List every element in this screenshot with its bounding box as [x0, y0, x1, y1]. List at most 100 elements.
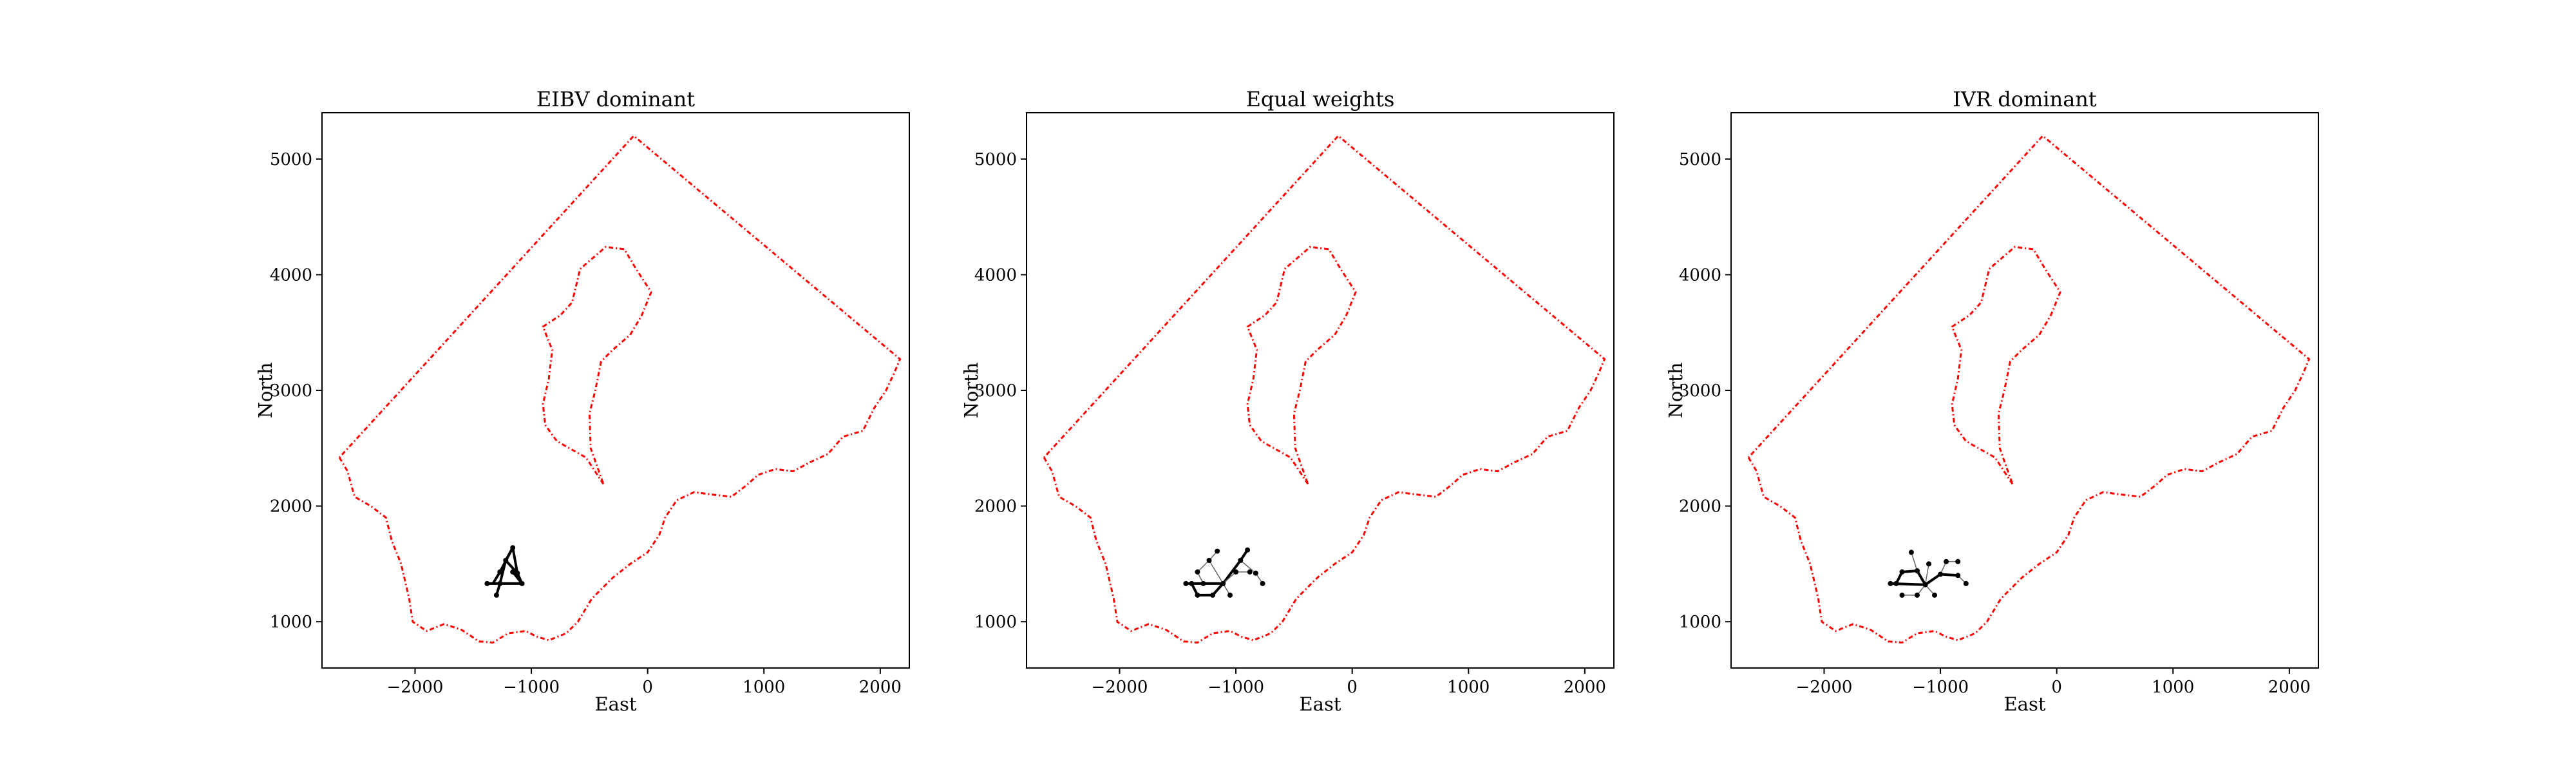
path-node [1189, 580, 1195, 586]
x-tick-label: −1000 [1208, 678, 1264, 697]
path-segment [504, 559, 519, 575]
path-node [1206, 558, 1212, 563]
axes-frame [1026, 112, 1615, 669]
y-tick-label: 2000 [974, 497, 1017, 517]
path-segment [1222, 571, 1236, 584]
path-node [1195, 569, 1200, 575]
path-node [510, 545, 516, 551]
path-segment [1211, 582, 1225, 596]
path-node [1915, 568, 1920, 574]
path-node [510, 569, 516, 575]
y-tick-label: 4000 [974, 265, 1017, 285]
path-node [1183, 580, 1189, 586]
path-node [1238, 558, 1244, 563]
path-node [515, 570, 520, 576]
path-node [497, 569, 503, 575]
path-node [1899, 569, 1905, 575]
path-node [1227, 592, 1233, 598]
y-tick-label: 3000 [1679, 381, 1721, 401]
plot-area [1747, 135, 2311, 644]
axes-frame [321, 112, 910, 669]
tick-layer: −2000 −1000 0 1000 2000 1000 2000 3000 4000 5000 [270, 150, 902, 697]
path-node [1233, 569, 1239, 575]
y-axis-label: North [254, 362, 276, 418]
path-node [1955, 558, 1961, 564]
panel-ivr-dominant: IVR dominant East North −2000 −1000 0 1000 2… [1665, 87, 2319, 715]
path-node [1195, 592, 1200, 598]
path-node [1245, 547, 1251, 553]
path-node [1260, 580, 1265, 586]
x-tick-label: 2000 [1564, 678, 1606, 697]
path-segment [1208, 560, 1224, 584]
y-axis-label: North [1665, 362, 1687, 418]
x-tick-label: 1000 [1447, 678, 1490, 697]
panel-title: EIBV dominant [536, 87, 695, 111]
axes-frame [1730, 112, 2319, 669]
x-tick-label: 0 [642, 678, 653, 697]
path-segment [1916, 569, 1927, 586]
inner-boundary [1951, 245, 2061, 485]
path-node [484, 580, 490, 586]
x-tick-label: −2000 [386, 678, 443, 697]
path-node [503, 558, 509, 563]
x-tick-label: −1000 [1912, 678, 1969, 697]
y-tick-label: 5000 [974, 150, 1017, 169]
x-tick-label: 2000 [859, 678, 902, 697]
outer-boundary [1043, 135, 1606, 644]
path-node [1893, 580, 1899, 586]
path-node [1944, 558, 1949, 564]
y-tick-label: 4000 [1679, 265, 1721, 285]
panel-equal-weights: Equal weights East North −2000 −1000 0 1000… [960, 87, 1615, 715]
path-node [1922, 582, 1928, 587]
x-axis-label: East [1300, 693, 1341, 715]
x-tick-label: 2000 [2268, 678, 2311, 697]
path-node [1210, 592, 1215, 598]
y-axis-label: North [960, 362, 982, 418]
x-tick-label: 1000 [2152, 678, 2194, 697]
x-axis-label: East [595, 693, 637, 715]
path-node [1963, 580, 1969, 586]
path-node [1908, 549, 1914, 555]
panel-eibv-dominant: EIBV dominant East North −2000 −1000 0 1000… [254, 87, 910, 715]
tick-layer: −2000 −1000 0 1000 2000 1000 2000 3000 4000 5000 [1679, 150, 2311, 697]
outer-boundary [1747, 135, 2311, 644]
x-tick-label: −1000 [503, 678, 560, 697]
path-segment [1924, 573, 1942, 586]
path-segment [1911, 551, 1918, 571]
path-node [1938, 571, 1944, 577]
plot-area [338, 135, 902, 644]
y-tick-label: 3000 [270, 381, 312, 401]
x-tick-label: 1000 [743, 678, 785, 697]
path-node [497, 580, 503, 586]
path-segment [1924, 563, 1929, 586]
path-segment [1222, 559, 1242, 585]
y-tick-label: 3000 [974, 381, 1017, 401]
x-axis-label: East [2004, 693, 2046, 715]
path-node [1899, 592, 1905, 598]
path-node [1200, 580, 1206, 586]
panel-title: IVR dominant [1953, 87, 2097, 111]
y-tick-label: 2000 [1679, 497, 1721, 517]
tick-layer: −2000 −1000 0 1000 2000 1000 2000 3000 4000 5000 [974, 150, 1606, 697]
path-node [1253, 570, 1258, 576]
path-node [1220, 580, 1226, 586]
y-tick-label: 1000 [1679, 613, 1721, 632]
y-tick-label: 1000 [974, 613, 1017, 632]
x-tick-label: 0 [1347, 678, 1358, 697]
path-node [1915, 592, 1920, 598]
path-node [1215, 548, 1220, 554]
path-node [1926, 561, 1931, 567]
path-node [1955, 573, 1961, 578]
path-node [1247, 569, 1253, 575]
x-tick-label: −2000 [1091, 678, 1148, 697]
inner-boundary [542, 245, 652, 485]
path-segment [1240, 560, 1256, 574]
y-tick-label: 5000 [270, 150, 312, 169]
y-tick-label: 2000 [270, 497, 312, 517]
plot-area [1043, 135, 1606, 644]
outer-boundary [338, 135, 902, 644]
path-node [493, 592, 499, 598]
path-segment [1197, 560, 1210, 573]
